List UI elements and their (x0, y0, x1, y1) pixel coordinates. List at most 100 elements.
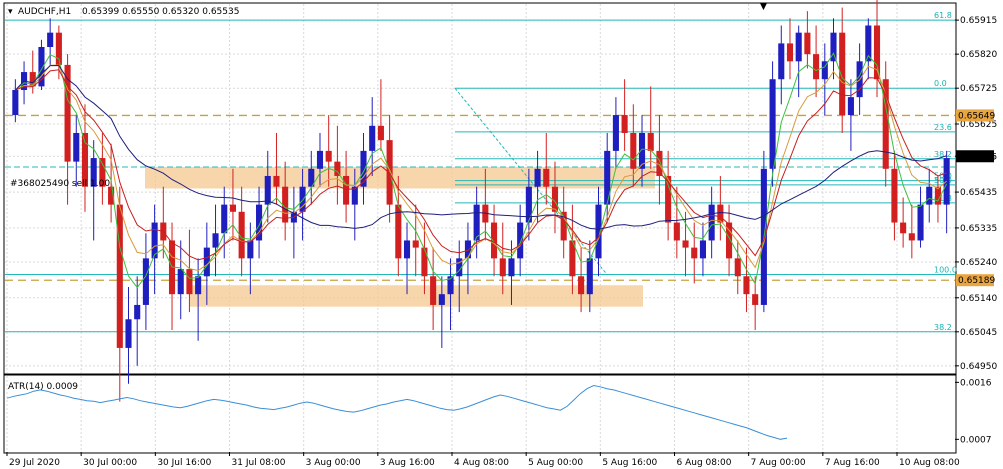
candle-body (142, 258, 149, 305)
candle-body (38, 46, 45, 87)
candle-body (656, 150, 663, 176)
zone-layer (145, 167, 655, 307)
candle-body (726, 222, 733, 259)
time-tick-label: 3 Aug 16:00 (380, 458, 435, 468)
atr-line (6, 384, 788, 440)
candle-body (612, 115, 619, 151)
shift-marker-icon[interactable]: ▼ (760, 2, 767, 12)
candle-body (882, 79, 889, 169)
candle-body (343, 175, 350, 205)
time-tick-label: 10 Aug 08:00 (899, 458, 960, 468)
candle-body (203, 247, 210, 277)
candle-body (64, 64, 71, 162)
fib-level-label: 0.0 (934, 79, 947, 88)
candle-body (517, 222, 524, 259)
fib-level-label: 100.0 (934, 265, 957, 274)
candle-body (334, 161, 341, 176)
candle-body (691, 247, 698, 259)
price-label-box (956, 274, 994, 287)
candle-body (247, 240, 254, 259)
fib-level-label: 23.6 (934, 123, 952, 132)
candle-body (508, 258, 515, 277)
fib-level-label: 50.0 (934, 172, 952, 181)
candle-body (543, 168, 550, 187)
candle-body (108, 186, 115, 205)
candle-body (195, 276, 202, 295)
price-label-box (956, 109, 994, 122)
collapse-triangle-icon[interactable]: ▾ (8, 7, 13, 17)
candle-body (569, 240, 576, 277)
time-tick-label: 3 Aug 00:00 (306, 458, 361, 468)
candle-body (604, 150, 611, 205)
candle-body (865, 25, 872, 62)
atr-label: ATR(14) 0.0009 (8, 382, 78, 392)
candle-body (12, 89, 19, 116)
candle-body (786, 43, 794, 62)
candle-body (325, 150, 332, 162)
candle-body (752, 294, 759, 305)
candle-body (238, 211, 245, 259)
price-tick-label: 0.64950 (960, 362, 997, 372)
candle-body (699, 240, 706, 259)
candle-body (412, 240, 419, 248)
candle-body (891, 168, 898, 223)
candle-body (377, 125, 384, 141)
candle-body (813, 54, 820, 80)
candle-body (934, 186, 941, 205)
candle-body (351, 186, 358, 205)
candle-body (708, 204, 715, 241)
order-label: #368025490 sell 1.00 (10, 179, 110, 189)
candle-body (499, 258, 506, 277)
candle-body (256, 204, 263, 241)
candle-body (299, 186, 306, 212)
candle-body (116, 204, 123, 348)
time-tick-label: 5 Aug 00:00 (528, 458, 583, 468)
price-tick-label: 0.65045 (960, 328, 997, 338)
candle-body (29, 72, 36, 87)
candle-body (586, 258, 593, 295)
candle-body (447, 276, 454, 295)
ma-orange-line (15, 64, 947, 272)
candle-body (360, 150, 367, 187)
ma-navy-line (15, 64, 947, 230)
candle-layer (12, 0, 950, 402)
candle-body (804, 32, 811, 55)
ma-red-line (15, 69, 947, 261)
candle-body (551, 186, 559, 212)
candle-body (665, 175, 672, 223)
candle-body (778, 43, 785, 80)
price-tick-label: 0.65625 (960, 120, 997, 130)
candle-body (682, 240, 689, 248)
time-tick-label: 7 Aug 16:00 (825, 458, 880, 468)
candle-body (900, 222, 907, 234)
candle-body (491, 222, 498, 259)
candle-body (743, 276, 750, 295)
support-resistance-zone (190, 285, 643, 307)
candle-body (421, 247, 428, 277)
candle-body (369, 125, 376, 151)
candle-body (638, 132, 646, 169)
candle-body (534, 168, 541, 187)
candle-body (560, 211, 567, 241)
time-tick-label: 30 Jul 00:00 (83, 458, 137, 468)
candle-body (847, 97, 854, 116)
candle-body (621, 115, 628, 133)
candle-body (134, 304, 141, 320)
candle-body (403, 240, 411, 259)
time-tick-label: 31 Jul 08:00 (232, 458, 286, 468)
candle-body (595, 204, 602, 259)
price-tick-label: 0.65435 (960, 188, 997, 198)
time-tick-label: 5 Aug 16:00 (602, 458, 657, 468)
ohlc-label: 0.65399 0.65550 0.65320 0.65535 (82, 7, 239, 17)
candle-body (430, 276, 437, 305)
ma-layer (15, 52, 948, 289)
candle-body (717, 204, 724, 223)
candle-body (212, 233, 219, 248)
candle-body (99, 158, 106, 187)
candle-body (125, 319, 132, 348)
fib-trend-line (454, 87, 608, 275)
candle-body (177, 269, 184, 295)
candle-body (90, 158, 97, 187)
candle-body (821, 61, 828, 80)
